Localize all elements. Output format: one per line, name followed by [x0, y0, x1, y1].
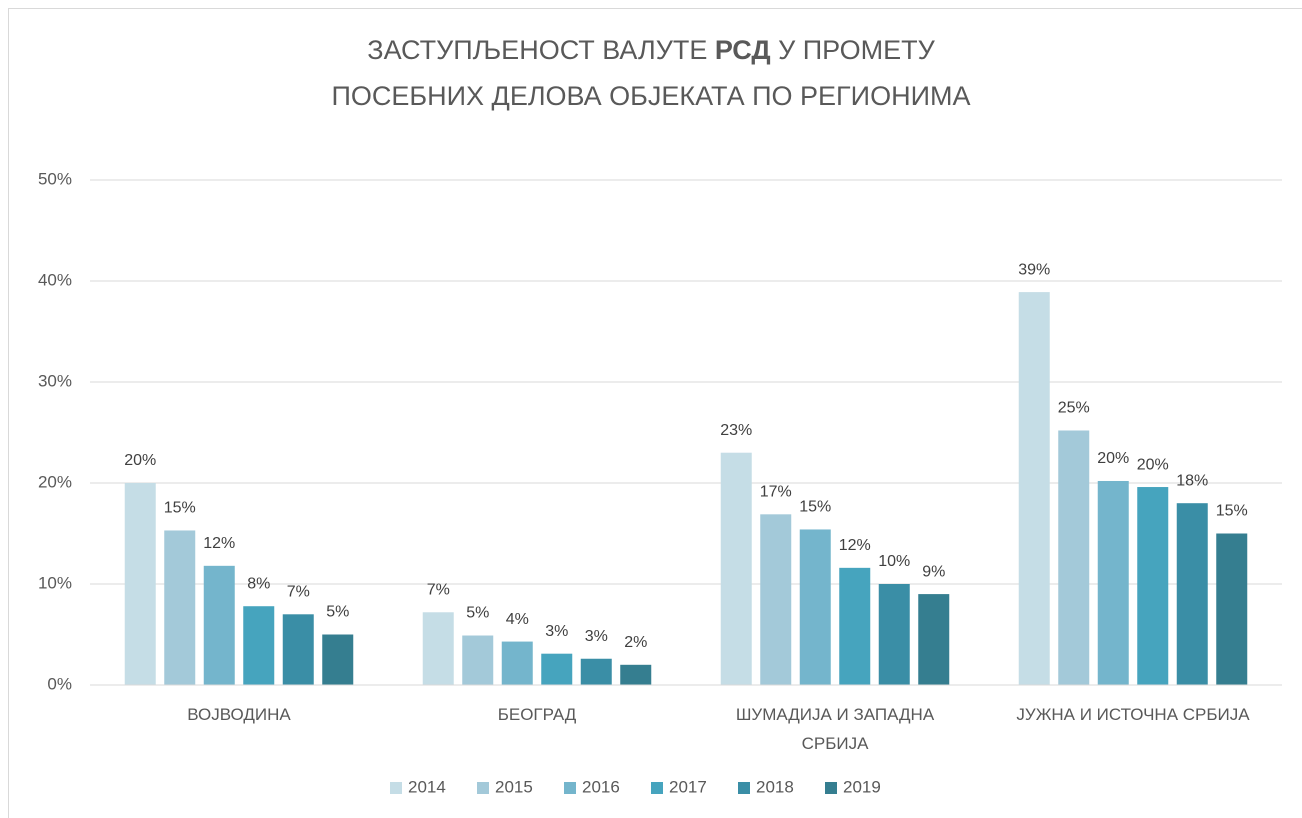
value-label: 20%	[124, 452, 156, 469]
x-tick-line: БЕОГРАД	[498, 705, 577, 724]
bar	[422, 612, 454, 685]
value-label: 15%	[1216, 503, 1248, 520]
legend-label: 2018	[756, 777, 794, 796]
y-tick-label: 40%	[38, 270, 72, 289]
bar	[918, 594, 950, 685]
value-label: 4%	[506, 611, 529, 628]
chart-title-line2: ПОСЕБНИХ ДЕЛОВА ОБЈЕКАТА ПО РЕГИОНИМА	[331, 81, 970, 111]
bar	[124, 483, 156, 685]
x-tick-label: ЈУЖНА И ИСТОЧНА СРБИЈА	[1016, 705, 1250, 724]
legend-swatch	[825, 782, 837, 794]
value-label: 17%	[760, 484, 792, 501]
value-label: 5%	[326, 604, 349, 621]
y-tick-label: 50%	[38, 169, 72, 188]
value-label: 12%	[839, 537, 871, 554]
x-tick-label: ВОЈВОДИНА	[187, 705, 291, 724]
bar	[1018, 292, 1050, 685]
legend-label: 2016	[582, 777, 620, 796]
bar	[164, 530, 196, 685]
bar	[620, 664, 652, 685]
value-label: 7%	[427, 581, 450, 598]
value-label: 3%	[545, 623, 568, 640]
x-tick-line: ШУМАДИЈА И ЗАПАДНА	[736, 705, 935, 724]
bar	[243, 606, 275, 685]
legend-swatch	[564, 782, 576, 794]
bar	[1137, 487, 1169, 685]
bar	[1176, 503, 1208, 685]
legend-label: 2017	[669, 777, 707, 796]
value-label: 39%	[1018, 261, 1050, 278]
bar	[580, 658, 612, 685]
bar	[462, 635, 494, 685]
bar	[760, 514, 792, 685]
legend-swatch	[651, 782, 663, 794]
title-part: У ПРОМЕТУ	[771, 35, 936, 65]
value-label: 18%	[1176, 472, 1208, 489]
value-label: 5%	[466, 605, 489, 622]
bar	[1097, 480, 1129, 685]
y-tick-label: 30%	[38, 371, 72, 390]
bar	[203, 565, 235, 685]
value-label: 2%	[624, 634, 647, 651]
value-label: 23%	[720, 422, 752, 439]
value-label: 8%	[247, 575, 270, 592]
x-tick-line: ЈУЖНА И ИСТОЧНА СРБИЈА	[1016, 705, 1250, 724]
legend-swatch	[390, 782, 402, 794]
bar	[501, 641, 533, 685]
value-label: 20%	[1097, 450, 1129, 467]
y-tick-label: 20%	[38, 472, 72, 491]
value-label: 7%	[287, 584, 310, 601]
legend-label: 2014	[408, 777, 446, 796]
bar	[878, 584, 910, 685]
bar	[1216, 533, 1248, 685]
bar	[282, 614, 314, 685]
bar	[1058, 430, 1090, 685]
chart-title-line1: ЗАСТУПЉЕНОСТ ВАЛУТЕ РСД У ПРОМЕТУ	[367, 35, 935, 65]
chart-border	[8, 8, 1302, 818]
x-tick-line: СРБИЈА	[802, 734, 869, 753]
bar	[720, 452, 752, 685]
value-label: 20%	[1137, 456, 1169, 473]
value-label: 15%	[799, 499, 831, 516]
value-label: 12%	[203, 535, 235, 552]
x-tick-label: БЕОГРАД	[498, 705, 577, 724]
value-label: 9%	[922, 563, 945, 580]
value-label: 10%	[878, 553, 910, 570]
bar	[839, 567, 871, 685]
legend-label: 2015	[495, 777, 533, 796]
y-tick-label: 0%	[47, 674, 72, 693]
bar	[799, 529, 831, 685]
bar	[322, 634, 354, 685]
value-label: 25%	[1058, 400, 1090, 417]
legend-swatch	[477, 782, 489, 794]
title-part: ЗАСТУПЉЕНОСТ ВАЛУТЕ	[367, 35, 715, 65]
legend-label: 2019	[843, 777, 881, 796]
x-tick-line: ВОЈВОДИНА	[187, 705, 291, 724]
title-part: РСД	[715, 35, 771, 65]
bar	[541, 653, 573, 685]
x-tick-label: ШУМАДИЈА И ЗАПАДНА СРБИЈА	[736, 705, 935, 753]
y-tick-label: 10%	[38, 573, 72, 592]
value-label: 3%	[585, 628, 608, 645]
legend-swatch	[738, 782, 750, 794]
value-label: 15%	[164, 500, 196, 517]
